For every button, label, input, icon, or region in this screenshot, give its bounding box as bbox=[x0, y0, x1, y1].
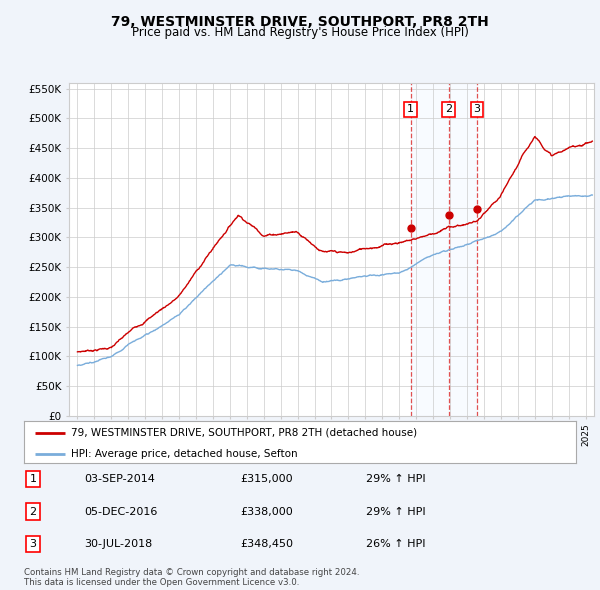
Text: 26% ↑ HPI: 26% ↑ HPI bbox=[366, 539, 425, 549]
Text: HPI: Average price, detached house, Sefton: HPI: Average price, detached house, Seft… bbox=[71, 449, 298, 459]
Text: 2: 2 bbox=[445, 104, 452, 114]
Text: £338,000: £338,000 bbox=[240, 507, 293, 516]
Bar bbox=[410, 83, 477, 416]
Text: 1: 1 bbox=[407, 104, 414, 114]
Text: 3: 3 bbox=[473, 104, 481, 114]
Text: 03-SEP-2014: 03-SEP-2014 bbox=[84, 474, 155, 484]
Text: 79, WESTMINSTER DRIVE, SOUTHPORT, PR8 2TH: 79, WESTMINSTER DRIVE, SOUTHPORT, PR8 2T… bbox=[111, 15, 489, 29]
Text: 30-JUL-2018: 30-JUL-2018 bbox=[84, 539, 152, 549]
Text: 05-DEC-2016: 05-DEC-2016 bbox=[84, 507, 157, 516]
Text: 29% ↑ HPI: 29% ↑ HPI bbox=[366, 474, 425, 484]
Text: 2: 2 bbox=[29, 507, 37, 516]
Text: 79, WESTMINSTER DRIVE, SOUTHPORT, PR8 2TH (detached house): 79, WESTMINSTER DRIVE, SOUTHPORT, PR8 2T… bbox=[71, 428, 417, 438]
Text: Contains HM Land Registry data © Crown copyright and database right 2024.
This d: Contains HM Land Registry data © Crown c… bbox=[24, 568, 359, 587]
Text: £348,450: £348,450 bbox=[240, 539, 293, 549]
Text: 29% ↑ HPI: 29% ↑ HPI bbox=[366, 507, 425, 516]
Text: 1: 1 bbox=[29, 474, 37, 484]
Text: £315,000: £315,000 bbox=[240, 474, 293, 484]
Text: 3: 3 bbox=[29, 539, 37, 549]
Text: Price paid vs. HM Land Registry's House Price Index (HPI): Price paid vs. HM Land Registry's House … bbox=[131, 26, 469, 39]
